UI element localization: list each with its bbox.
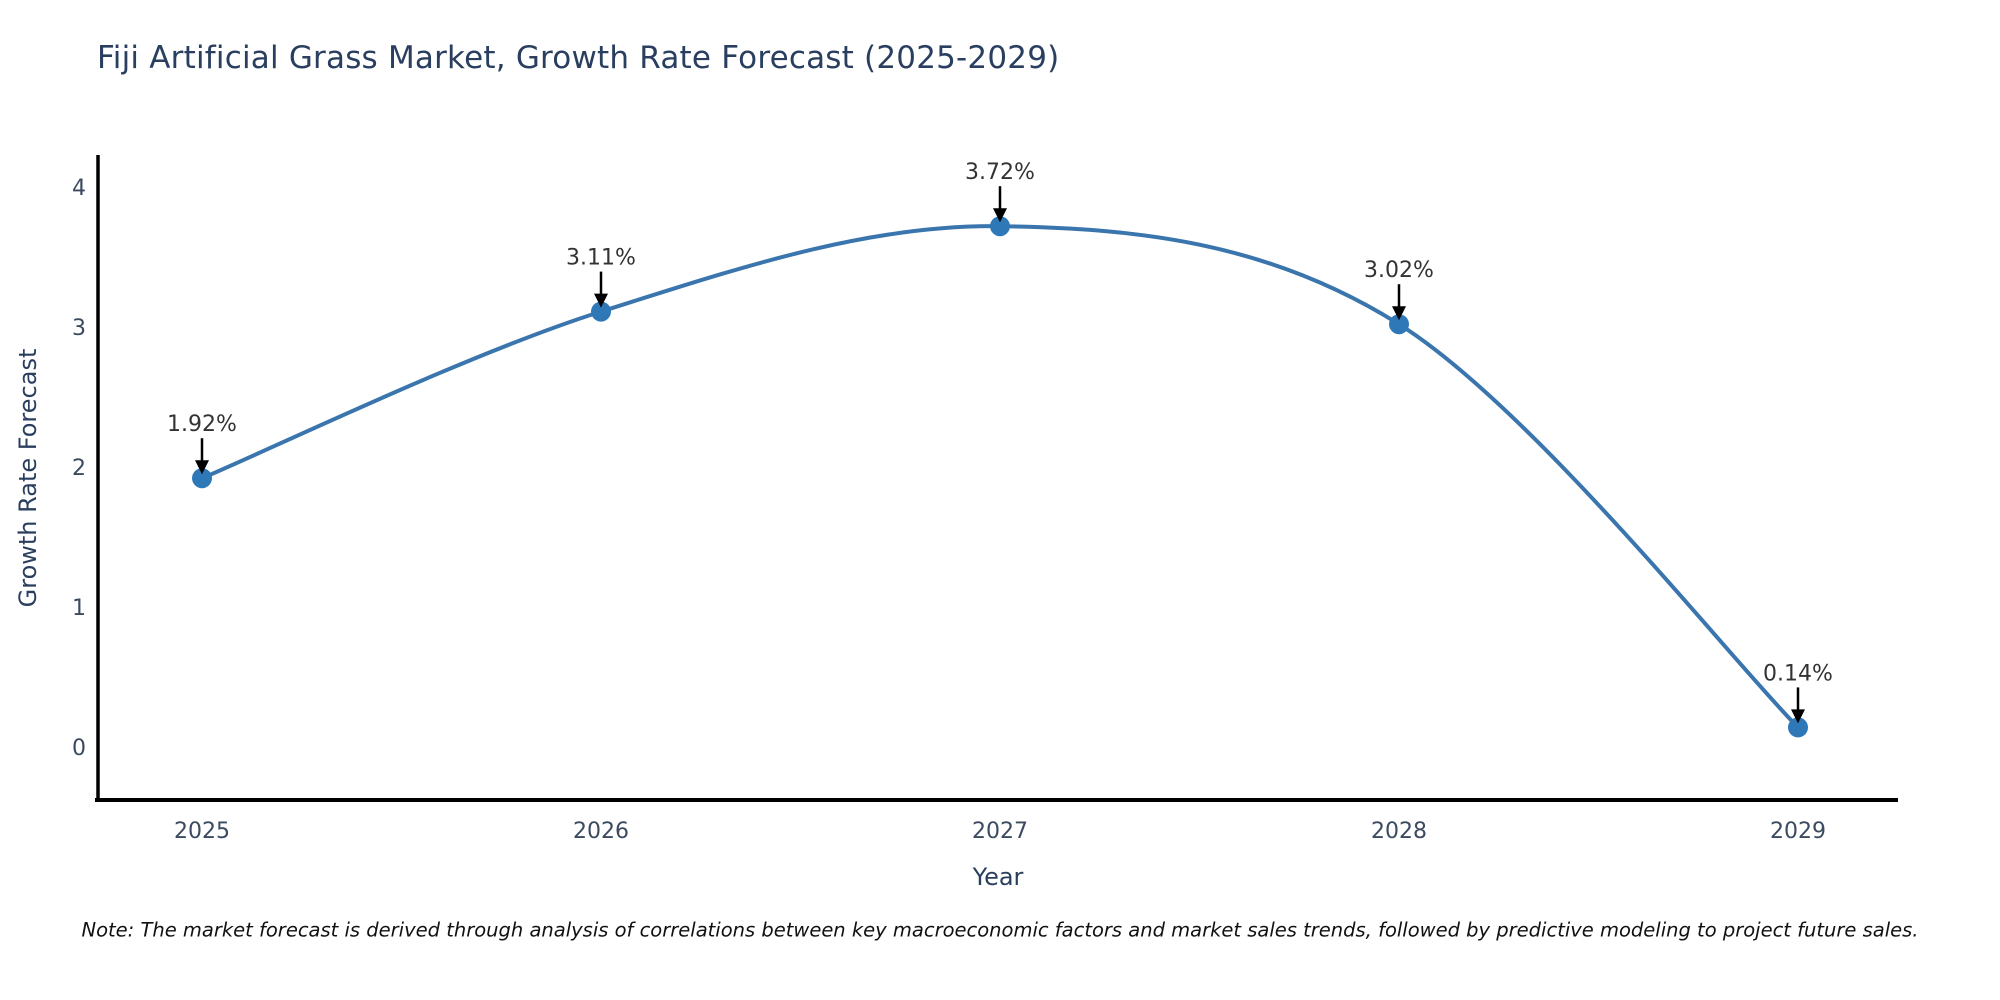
annotation-arrowhead — [1392, 306, 1406, 321]
forecast-line — [200, 224, 1800, 730]
x-tick-label: 2027 — [972, 819, 1028, 844]
x-tick-label: 2025 — [174, 819, 230, 844]
y-tick-label: 0 — [72, 736, 86, 761]
data-label: 3.72% — [965, 160, 1035, 185]
data-point-2029[interactable] — [1788, 717, 1808, 738]
x-axis-title: Year — [972, 863, 1024, 891]
data-point-2027[interactable] — [990, 216, 1010, 237]
y-tick-label: 4 — [72, 176, 86, 201]
y-tick-label: 2 — [72, 456, 86, 481]
annotation-arrowhead — [993, 208, 1007, 223]
x-tick-label: 2028 — [1371, 819, 1427, 844]
data-label: 3.11% — [566, 246, 636, 271]
annotation-arrowhead — [1791, 709, 1805, 724]
y-tick-label: 1 — [72, 596, 86, 621]
data-label: 1.92% — [167, 412, 237, 437]
chart-title: Fiji Artificial Grass Market, Growth Rat… — [97, 40, 1060, 76]
y-axis-title: Growth Rate Forecast — [14, 348, 42, 608]
data-point-2028[interactable] — [1389, 314, 1409, 335]
data-label: 3.02% — [1364, 258, 1434, 283]
x-tick-label: 2026 — [573, 819, 629, 844]
y-tick-label: 3 — [72, 316, 86, 341]
footnote: Note: The market forecast is derived thr… — [81, 918, 1919, 942]
data-point-2025[interactable] — [192, 468, 212, 489]
x-tick-label: 2029 — [1770, 819, 1826, 844]
annotation-arrowhead — [594, 293, 608, 308]
data-point-2026[interactable] — [591, 301, 611, 322]
annotation-arrowhead — [195, 460, 209, 475]
data-label: 0.14% — [1763, 661, 1833, 686]
